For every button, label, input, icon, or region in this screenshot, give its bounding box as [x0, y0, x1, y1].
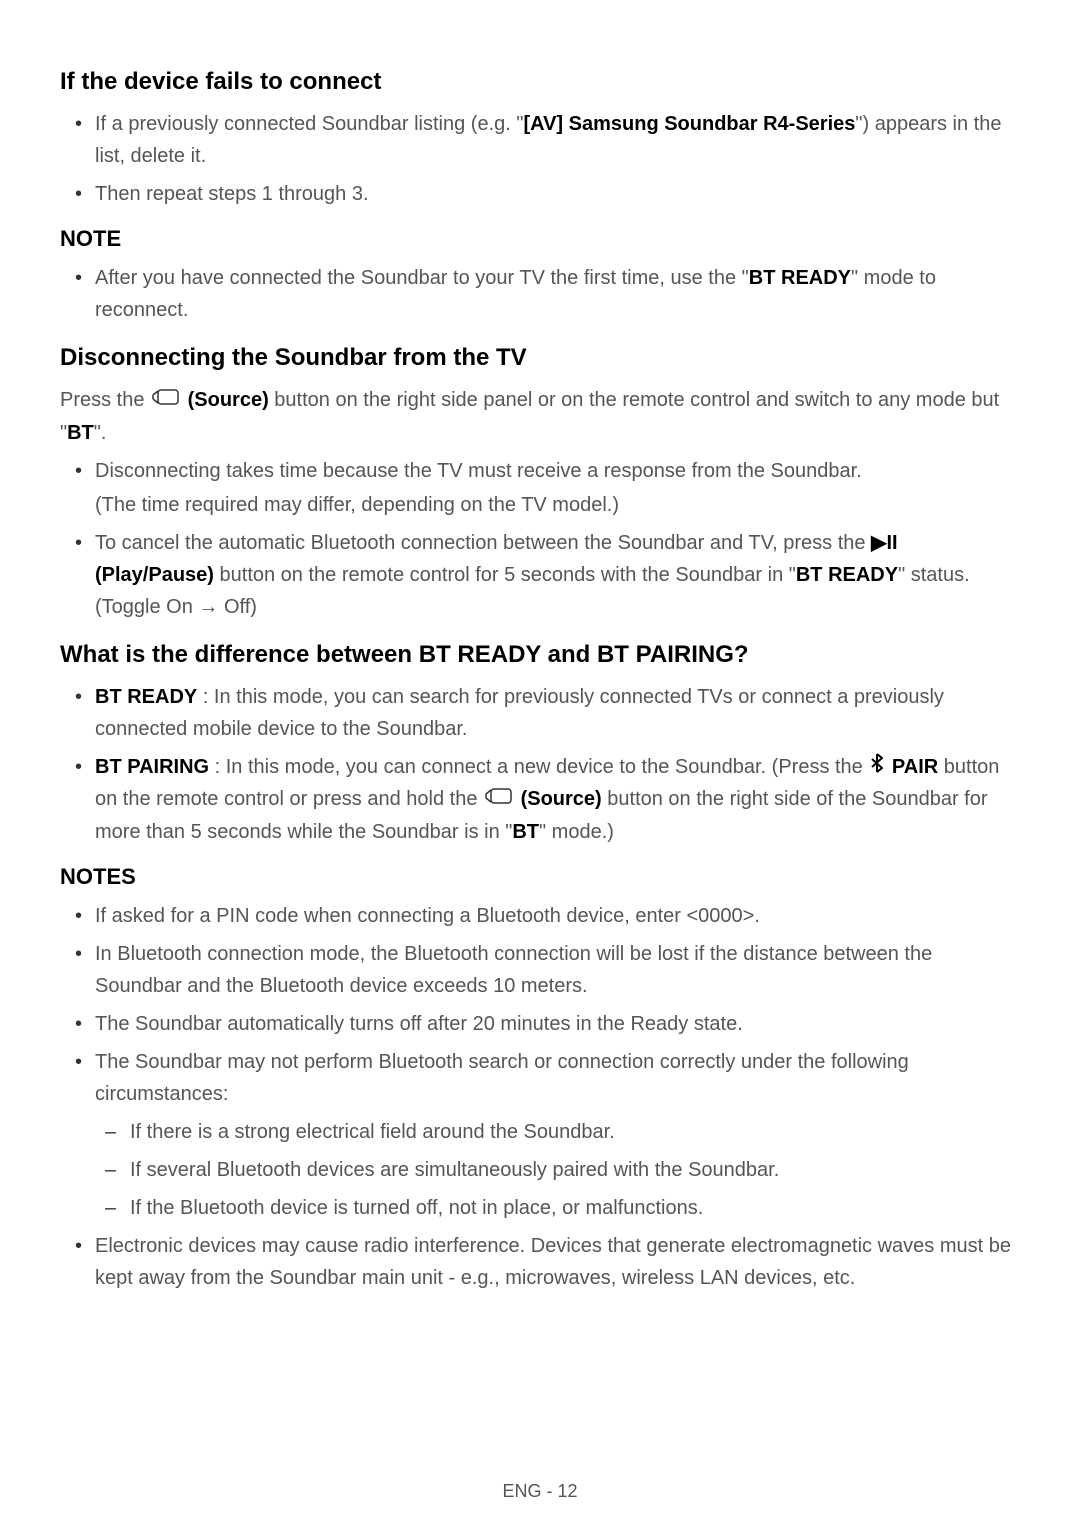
- section-notes: NOTES If asked for a PIN code when conne…: [60, 864, 1020, 1294]
- bullet-item: In Bluetooth connection mode, the Blueto…: [95, 938, 1020, 1002]
- heading-note: NOTE: [60, 226, 1020, 252]
- sub-bullet-item: If there is a strong electrical field ar…: [130, 1116, 1020, 1148]
- bullet-item: If a previously connected Soundbar listi…: [95, 108, 1020, 172]
- bluetooth-icon: [870, 751, 884, 783]
- source-icon: [152, 385, 180, 417]
- bullet-item: If asked for a PIN code when connecting …: [95, 900, 1020, 932]
- play-pause-icon-label: ▶II: [871, 532, 898, 554]
- bullet-item: Electronic devices may cause radio inter…: [95, 1230, 1020, 1294]
- bullet-item: Disconnecting takes time because the TV …: [95, 455, 1020, 521]
- heading-notes: NOTES: [60, 864, 1020, 890]
- source-icon: [485, 784, 513, 816]
- bullet-list-note: After you have connected the Soundbar to…: [60, 262, 1020, 326]
- bullet-item: The Soundbar automatically turns off aft…: [95, 1008, 1020, 1040]
- section-difference: What is the difference between BT READY …: [60, 641, 1020, 848]
- bullet-item: BT PAIRING : In this mode, you can conne…: [95, 751, 1020, 848]
- page-footer: ENG - 12: [0, 1481, 1080, 1502]
- heading-difference: What is the difference between BT READY …: [60, 641, 1020, 669]
- heading-fails: If the device fails to connect: [60, 68, 1020, 96]
- bullet-list-3: BT READY : In this mode, you can search …: [60, 681, 1020, 848]
- bullet-item: To cancel the automatic Bluetooth connec…: [95, 527, 1020, 623]
- bullet-item: BT READY : In this mode, you can search …: [95, 681, 1020, 745]
- sub-bullet-item: If several Bluetooth devices are simulta…: [130, 1154, 1020, 1186]
- bullet-list-last: Electronic devices may cause radio inter…: [60, 1230, 1020, 1294]
- bullet-item: After you have connected the Soundbar to…: [95, 262, 1020, 326]
- sub-bullet-item: If the Bluetooth device is turned off, n…: [130, 1192, 1020, 1224]
- bullet-list-notes: If asked for a PIN code when connecting …: [60, 900, 1020, 1110]
- section-fails-to-connect: If the device fails to connect If a prev…: [60, 68, 1020, 210]
- sub-bullet-list: If there is a strong electrical field ar…: [60, 1116, 1020, 1224]
- section-disconnecting: Disconnecting the Soundbar from the TV P…: [60, 344, 1020, 623]
- section-note: NOTE After you have connected the Soundb…: [60, 226, 1020, 326]
- bullet-item: The Soundbar may not perform Bluetooth s…: [95, 1046, 1020, 1110]
- bullet-item: Then repeat steps 1 through 3.: [95, 178, 1020, 210]
- intro-paragraph: Press the (Source) button on the right s…: [60, 384, 1020, 449]
- bullet-list-2: Disconnecting takes time because the TV …: [60, 455, 1020, 623]
- bullet-list-1: If a previously connected Soundbar listi…: [60, 108, 1020, 210]
- heading-disconnecting: Disconnecting the Soundbar from the TV: [60, 344, 1020, 372]
